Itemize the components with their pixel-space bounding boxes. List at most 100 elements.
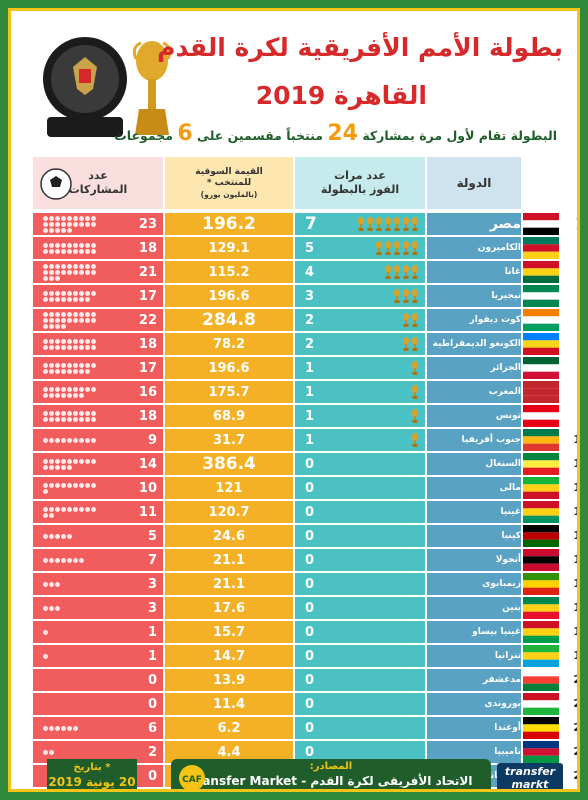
participation-dot: [73, 416, 78, 422]
participations-value: 16: [138, 384, 157, 400]
participation-dot: [49, 581, 54, 587]
participation-dot: [67, 344, 72, 350]
participation-dot: [73, 386, 78, 392]
market-value: 129.1: [208, 240, 250, 256]
participation-dot: [49, 410, 54, 416]
table-row: 10 121 0 مالى: [33, 477, 559, 499]
flag-icon: [523, 381, 559, 403]
country-name: تنزانيا: [494, 651, 521, 661]
participation-dot: [61, 533, 66, 539]
participations-value: 9: [147, 432, 157, 448]
participation-dot: [73, 557, 78, 563]
rank-number: 21: [569, 697, 577, 710]
participation-dot: [91, 263, 96, 269]
participation-dot: [43, 269, 48, 275]
participation-dot: [49, 605, 54, 611]
participation-dot: [73, 362, 78, 368]
participation-dot: [55, 437, 60, 443]
infographic-frame: بطولة الأمم الأفريقية لكرة القدم القاهرة…: [8, 8, 580, 792]
wins-value: 0: [305, 648, 315, 664]
participation-dot: [67, 311, 72, 317]
participation-dot: [55, 263, 60, 269]
flag-icon: [523, 357, 559, 379]
participation-dot: [61, 410, 66, 416]
wins-cell: 2: [295, 309, 425, 331]
flag-icon: [523, 573, 559, 595]
participation-dot: [43, 416, 48, 422]
wins-value: 0: [305, 696, 315, 712]
participations-cell: 1: [33, 621, 163, 643]
page-title: بطولة الأمم الأفريقية لكرة القدم: [157, 33, 563, 62]
participation-dots: [43, 458, 99, 470]
participation-dot: [79, 482, 84, 488]
wins-cell: 1: [295, 381, 425, 403]
rank-number: 12: [569, 481, 577, 494]
country-name: غينيا: [500, 507, 521, 517]
sources-box: المصادر: الاتحاد الأفريقى لكرة القدم - T…: [171, 759, 491, 789]
flag-icon: [523, 405, 559, 427]
participation-dot: [91, 506, 96, 512]
trophy-icons: [411, 361, 419, 375]
country-name: غينيا بيساو: [472, 627, 521, 637]
wins-cell: 0: [295, 645, 425, 667]
participation-dot: [49, 482, 54, 488]
participation-dot: [79, 215, 84, 221]
table-row: 7 21.1 0 أنجولا: [33, 549, 559, 571]
rank-number: 7: [569, 361, 577, 374]
participation-dot: [55, 317, 60, 323]
flag-icon: [523, 309, 559, 331]
country-name: أوغندا: [494, 723, 521, 733]
market-value-cell: 6.2: [165, 717, 293, 739]
rank-number: 10: [569, 433, 577, 446]
participation-dot: [73, 368, 78, 374]
participation-dot: [43, 506, 48, 512]
wins-cell: 3: [295, 285, 425, 307]
wins-cell: 0: [295, 621, 425, 643]
trophy-icons: [411, 385, 419, 399]
participation-dot: [67, 362, 72, 368]
participations-value: 0: [147, 768, 157, 784]
market-value: 24.6: [212, 528, 246, 544]
table-row: 6 6.2 0 أوغندا: [33, 717, 559, 739]
participation-dot: [49, 311, 54, 317]
participation-dot: [67, 410, 72, 416]
participation-dot: [91, 458, 96, 464]
participation-dot: [79, 263, 84, 269]
participation-dot: [73, 290, 78, 296]
wins-value: 7: [305, 214, 317, 234]
country-cell: مصر: [427, 213, 521, 235]
participation-dot: [73, 317, 78, 323]
participations-value: 6: [147, 720, 157, 736]
participation-dot: [49, 416, 54, 422]
trophy-icon: [385, 217, 391, 231]
participation-dot: [73, 242, 78, 248]
participation-dot: [79, 290, 84, 296]
country-name: أنجولا: [495, 555, 521, 565]
participation-dot: [55, 344, 60, 350]
wins-value: 1: [305, 360, 315, 376]
market-value: 17.6: [212, 600, 246, 616]
participation-dot: [61, 263, 66, 269]
market-value: 11.4: [212, 696, 246, 712]
wins-value: 0: [305, 504, 315, 520]
country-cell: أوغندا: [427, 717, 521, 739]
participation-dot: [67, 248, 72, 254]
participation-dot: [67, 368, 72, 374]
participation-dot: [43, 557, 48, 563]
market-value: 196.2: [202, 214, 256, 234]
market-value-cell: 175.7: [165, 381, 293, 403]
country-cell: الجزائر: [427, 357, 521, 379]
participation-dot: [49, 338, 54, 344]
country-name: جنوب أفريقيا: [461, 435, 521, 445]
market-value: 15.7: [212, 624, 246, 640]
wins-value: 0: [305, 552, 315, 568]
participation-dot: [79, 437, 84, 443]
country-name: كينيا: [501, 531, 521, 541]
rank-number: 3: [569, 265, 577, 278]
trophy-icon: [385, 265, 391, 279]
participation-dot: [61, 344, 66, 350]
participation-dot: [61, 368, 66, 374]
participation-dot: [55, 464, 60, 470]
participation-dot: [73, 263, 78, 269]
svg-text:CAF: CAF: [182, 775, 202, 785]
